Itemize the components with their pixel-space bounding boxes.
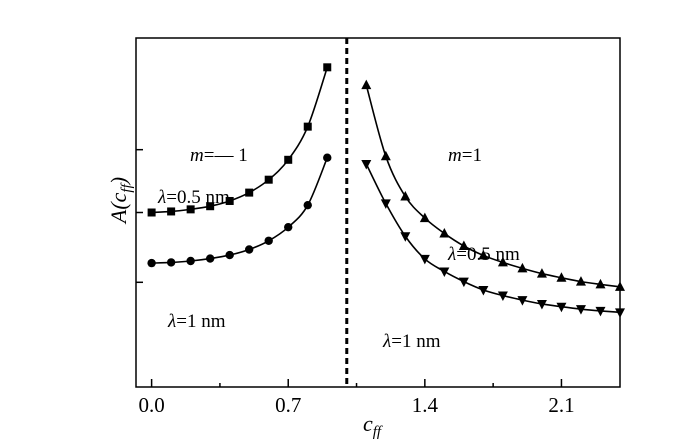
- x-tick-label-3: 2.1: [548, 393, 574, 417]
- series-2-point-1: [380, 150, 391, 161]
- series-3-point-0: [361, 159, 372, 170]
- x-axis-title: cff: [363, 411, 383, 440]
- series-2-point-8: [517, 262, 528, 273]
- series-3-point-6: [478, 285, 489, 296]
- series-1-point-6: [264, 236, 273, 245]
- y-axis-title-sub: ff: [119, 182, 135, 192]
- annotation-lambda-left-bottom-symbol: λ: [167, 311, 176, 332]
- series-0-point-3: [206, 202, 215, 211]
- series-3-point-12: [595, 306, 606, 317]
- series-0-point-8: [303, 122, 312, 131]
- series-2-point-3: [419, 212, 430, 223]
- annotation-lambda-left-top: λ=0.5 nm: [157, 187, 230, 208]
- annotation-lambda-right-bottom-symbol: λ: [382, 331, 391, 352]
- series-0-line: [151, 67, 329, 214]
- annotation-lambda-right-top-symbol: λ: [447, 244, 456, 265]
- series-1-line: [151, 157, 328, 264]
- series-3-point-13: [615, 308, 625, 318]
- x-tick-label-2: 1.4: [412, 393, 439, 417]
- series-3-point-8: [517, 296, 528, 306]
- series-0-point-7: [284, 155, 293, 164]
- annotation-lambda-right-top: λ=0.5 nm: [447, 244, 520, 265]
- annotation-lambda-right-top-text: =0.5 nm: [456, 244, 520, 265]
- series-0-point-4: [225, 196, 234, 205]
- annotation-m-left-symbol: m: [190, 145, 204, 166]
- series-0-point-9: [323, 63, 332, 72]
- series-0: [147, 63, 332, 217]
- series-3-point-9: [536, 299, 547, 310]
- series-0-point-1: [167, 207, 176, 216]
- series-3: [361, 159, 625, 318]
- series-3-point-3: [419, 254, 430, 265]
- series-1-point-4: [225, 250, 234, 260]
- annotation-m-right-symbol: m: [448, 145, 462, 166]
- series-2-point-0: [361, 79, 372, 90]
- x-axis-title-sub: ff: [373, 424, 383, 440]
- annotation-lambda-right-bottom-text: =1 nm: [391, 331, 440, 352]
- annotation-lambda-left-bottom: λ=1 nm: [167, 311, 226, 332]
- series-layer: [147, 63, 625, 318]
- series-3-point-11: [575, 305, 586, 315]
- series-1: [147, 153, 332, 268]
- x-axis-title-main: c: [363, 411, 373, 436]
- annotation-lambda-right-bottom: λ=1 nm: [382, 331, 441, 352]
- annotation-lambda-left-bottom-text: =1 nm: [176, 311, 225, 332]
- ticks-layer: [136, 148, 563, 387]
- series-1-point-1: [166, 258, 176, 267]
- series-2-point-5: [458, 240, 469, 251]
- series-0-point-2: [186, 205, 195, 214]
- series-1-point-7: [284, 222, 293, 232]
- series-0-point-5: [245, 188, 254, 197]
- annotation-m-left-text: =— 1: [204, 145, 248, 166]
- series-1-point-5: [244, 245, 254, 254]
- plot-frame: [135, 37, 621, 388]
- series-3-point-1: [380, 199, 391, 209]
- annotation-lambda-left-top-symbol: λ: [157, 187, 166, 208]
- annotation-m-right: m=1: [448, 145, 482, 166]
- series-2-point-9: [536, 268, 547, 278]
- series-0-point-0: [147, 208, 156, 217]
- series-2-point-11: [575, 276, 586, 286]
- annotation-lambda-left-top-text: =0.5 nm: [166, 187, 230, 208]
- y-axis-title-close: ): [106, 177, 131, 186]
- series-1-point-8: [303, 200, 312, 210]
- series-1-point-3: [205, 254, 215, 263]
- series-2-point-7: [497, 256, 508, 267]
- series-1-point-2: [186, 256, 195, 266]
- x-tick-label-1: 0.7: [275, 393, 301, 417]
- series-2-point-13: [615, 281, 625, 291]
- series-3-point-2: [400, 232, 411, 242]
- annotation-m-right-text: =1: [462, 145, 482, 166]
- series-0-point-6: [264, 175, 273, 184]
- y-axis-title: A(cff): [106, 177, 135, 225]
- series-2-point-2: [400, 190, 411, 201]
- series-3-point-7: [497, 291, 508, 302]
- tick-labels-layer: 0.0 0.7 1.4 2.1: [138, 393, 574, 417]
- series-2-point-12: [595, 278, 606, 289]
- series-2: [361, 79, 625, 291]
- series-2-point-10: [556, 272, 567, 282]
- series-3-point-10: [556, 302, 567, 313]
- x-tick-label-0: 0.0: [138, 393, 164, 417]
- series-2-point-4: [439, 227, 450, 238]
- series-3-point-4: [439, 267, 450, 277]
- annotation-m-left: m=— 1: [190, 145, 248, 166]
- series-2-point-6: [478, 249, 489, 260]
- series-3-point-5: [458, 277, 469, 288]
- series-1-point-0: [147, 258, 156, 268]
- series-1-point-9: [323, 153, 332, 162]
- y-axis-title-main: A(c: [106, 192, 131, 225]
